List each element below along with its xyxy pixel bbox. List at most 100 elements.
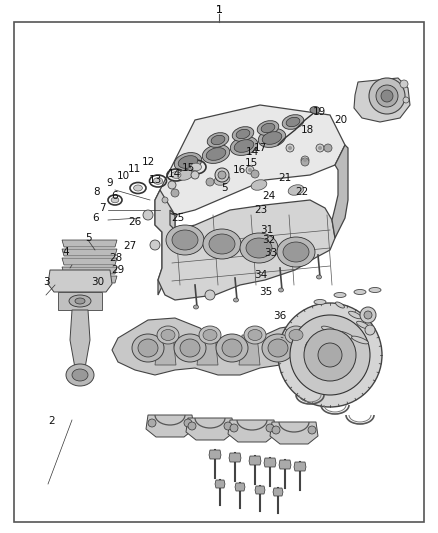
- Polygon shape: [112, 318, 320, 375]
- Polygon shape: [155, 190, 175, 295]
- Ellipse shape: [180, 339, 200, 357]
- Ellipse shape: [134, 185, 142, 191]
- Circle shape: [224, 422, 232, 430]
- Polygon shape: [197, 335, 218, 365]
- Polygon shape: [58, 292, 102, 310]
- Ellipse shape: [166, 225, 204, 255]
- Text: 6: 6: [112, 191, 118, 201]
- Text: 11: 11: [127, 164, 141, 174]
- Ellipse shape: [277, 237, 315, 267]
- Polygon shape: [62, 267, 117, 274]
- Text: 34: 34: [254, 270, 268, 280]
- Ellipse shape: [138, 339, 158, 357]
- Ellipse shape: [336, 302, 344, 308]
- Text: 24: 24: [262, 191, 276, 201]
- Circle shape: [188, 422, 196, 430]
- Ellipse shape: [354, 289, 366, 295]
- Text: 18: 18: [300, 125, 314, 135]
- Circle shape: [251, 170, 259, 178]
- Polygon shape: [155, 335, 176, 365]
- Ellipse shape: [178, 156, 198, 168]
- Ellipse shape: [244, 326, 266, 344]
- Polygon shape: [279, 460, 291, 469]
- Circle shape: [403, 97, 409, 103]
- Circle shape: [205, 290, 215, 300]
- Circle shape: [400, 80, 408, 88]
- Polygon shape: [270, 422, 318, 444]
- Text: 15: 15: [244, 158, 258, 168]
- Ellipse shape: [321, 326, 339, 334]
- Ellipse shape: [286, 117, 300, 127]
- Text: 2: 2: [49, 416, 55, 426]
- Circle shape: [364, 311, 372, 319]
- Polygon shape: [146, 415, 194, 437]
- Polygon shape: [249, 456, 261, 465]
- Ellipse shape: [202, 144, 230, 164]
- Text: 21: 21: [279, 173, 292, 183]
- Polygon shape: [48, 270, 112, 292]
- Ellipse shape: [209, 234, 235, 254]
- Ellipse shape: [207, 133, 229, 147]
- Circle shape: [215, 168, 229, 182]
- Ellipse shape: [369, 287, 381, 293]
- Ellipse shape: [157, 326, 179, 344]
- Text: 1: 1: [215, 5, 223, 15]
- Text: 25: 25: [171, 213, 185, 223]
- Ellipse shape: [191, 163, 201, 171]
- Circle shape: [318, 146, 322, 150]
- Text: 8: 8: [94, 187, 100, 197]
- Polygon shape: [62, 276, 117, 283]
- Circle shape: [248, 168, 252, 172]
- Text: 14: 14: [167, 169, 180, 179]
- Ellipse shape: [261, 123, 275, 133]
- Text: 1: 1: [215, 5, 223, 15]
- Circle shape: [308, 426, 316, 434]
- Ellipse shape: [72, 369, 88, 381]
- Ellipse shape: [282, 115, 304, 130]
- Ellipse shape: [268, 339, 288, 357]
- Text: 36: 36: [273, 311, 286, 321]
- Text: 16: 16: [233, 165, 246, 175]
- Ellipse shape: [194, 305, 198, 309]
- Circle shape: [266, 424, 274, 432]
- Ellipse shape: [233, 298, 239, 302]
- Ellipse shape: [349, 311, 361, 319]
- Polygon shape: [155, 190, 335, 300]
- Polygon shape: [186, 418, 234, 440]
- Text: 6: 6: [93, 213, 99, 223]
- Circle shape: [304, 329, 356, 381]
- Circle shape: [288, 146, 292, 150]
- Ellipse shape: [246, 238, 272, 258]
- Ellipse shape: [262, 132, 282, 144]
- Ellipse shape: [211, 135, 225, 144]
- Ellipse shape: [357, 321, 369, 329]
- Polygon shape: [294, 462, 306, 471]
- Ellipse shape: [251, 180, 267, 190]
- Text: 20: 20: [335, 115, 348, 125]
- Ellipse shape: [132, 334, 164, 362]
- Text: 33: 33: [265, 248, 278, 258]
- Text: 15: 15: [181, 163, 194, 173]
- Polygon shape: [228, 420, 276, 442]
- Ellipse shape: [236, 130, 250, 139]
- Ellipse shape: [334, 293, 346, 297]
- Circle shape: [230, 424, 238, 432]
- Circle shape: [184, 419, 192, 427]
- Text: 10: 10: [117, 171, 130, 181]
- Circle shape: [272, 426, 280, 434]
- Ellipse shape: [222, 339, 242, 357]
- Polygon shape: [281, 335, 302, 365]
- Circle shape: [365, 325, 375, 335]
- Circle shape: [324, 144, 332, 152]
- Ellipse shape: [289, 329, 303, 341]
- Circle shape: [318, 343, 342, 367]
- Circle shape: [206, 178, 214, 186]
- Ellipse shape: [199, 326, 221, 344]
- Circle shape: [381, 90, 393, 102]
- Ellipse shape: [216, 334, 248, 362]
- Circle shape: [290, 315, 370, 395]
- Polygon shape: [229, 453, 241, 462]
- Ellipse shape: [203, 329, 217, 341]
- Ellipse shape: [174, 334, 206, 362]
- Polygon shape: [209, 450, 221, 459]
